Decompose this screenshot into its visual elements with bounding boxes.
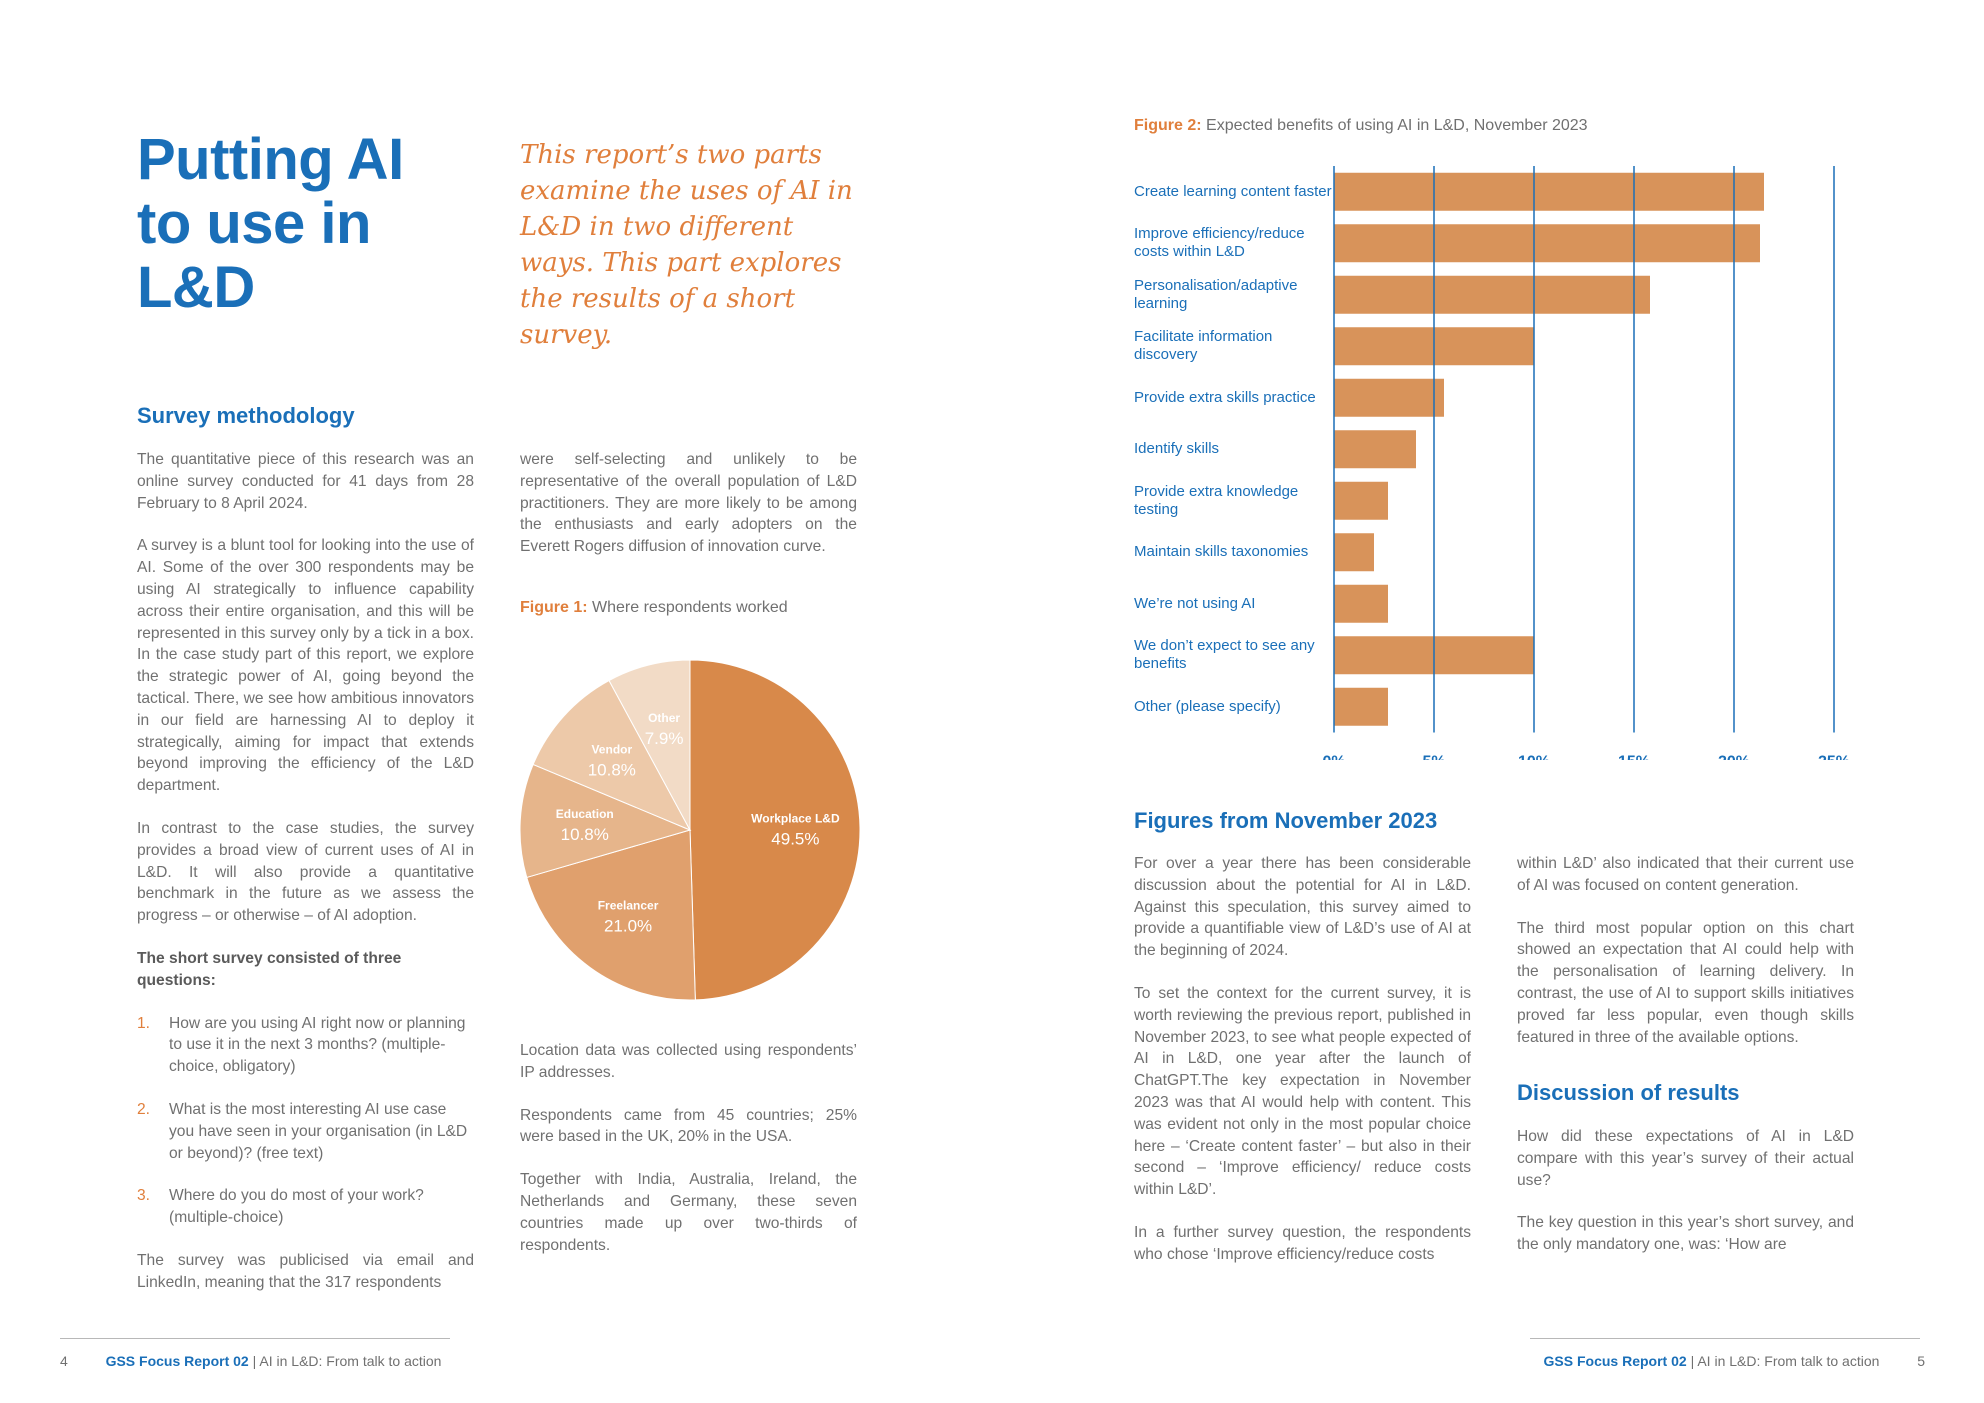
pie-slice: [689, 659, 861, 1001]
list-text: How are you using AI right now or planni…: [169, 1014, 466, 1076]
figure-label: Figure 1:: [520, 599, 588, 616]
bar-chart: 0% 5% 10% 15% 20% 25%: [1322, 166, 1850, 761]
bar-category-label: Maintain skills taxonomies: [1134, 543, 1309, 561]
pie-slice-label: Vendor: [591, 742, 632, 756]
pie-slice: [608, 659, 691, 831]
footer-title: AI in L&D: From talk to action: [1697, 1353, 1880, 1369]
list-text: Where do you do most of your work? (mult…: [169, 1187, 424, 1227]
bar-category-label: Identify skills: [1134, 440, 1220, 458]
section-heading-discussion: Discussion of results: [1517, 1080, 1740, 1105]
section-heading-methodology: Survey methodology: [137, 403, 355, 428]
paragraph: For over a year there has been considera…: [1134, 855, 1471, 960]
x-tick-label: 20%: [1718, 754, 1750, 761]
bar-category-label: Other (please specify): [1134, 697, 1281, 715]
bar-category-label: Improve efficiency/reduce costs within L…: [1134, 225, 1305, 261]
paragraph: The third most popular option on this ch…: [1517, 919, 1854, 1046]
paragraph: within L&D’ also indicated that their cu…: [1517, 855, 1854, 894]
questions-intro: The short survey consisted of three ques…: [137, 949, 402, 989]
paragraph: How did these expectations of AI in L&D …: [1517, 1128, 1854, 1189]
paragraph: The key question in this year’s short su…: [1517, 1214, 1854, 1254]
footer-divider: [1530, 1338, 1920, 1339]
pie-slice-value: 10.8%: [588, 760, 636, 779]
pie-slice-label: Freelancer: [598, 898, 659, 912]
paragraph: Respondents came from 45 countries; 25% …: [520, 1106, 857, 1146]
pie-slice: [526, 829, 696, 1001]
pie-slice-label: Workplace L&D: [751, 811, 840, 825]
column-3: For over a year there has been considera…: [1134, 853, 1471, 1287]
x-tick-label: 0%: [1322, 754, 1345, 761]
bar-category-label: Create learning content faster: [1134, 182, 1332, 200]
bar: [1334, 481, 1388, 520]
column-2-top: were self-selecting and unlikely to be r…: [520, 449, 857, 579]
bar-category-label: Provide extra skills practice: [1134, 388, 1316, 406]
list-item: 2. What is the most interesting AI use ca…: [137, 1099, 474, 1164]
page-number: 4: [60, 1353, 68, 1369]
list-item: 3. Where do you do most of your work? (mu…: [137, 1185, 474, 1229]
bar: [1334, 430, 1416, 469]
footer-separator: |: [248, 1353, 260, 1369]
column-4-bottom: How did these expectations of AI in L&D …: [1517, 1126, 1854, 1277]
figure-label: Figure 2:: [1134, 117, 1202, 134]
paragraph: Location data was collected using respon…: [520, 1042, 857, 1081]
bar-category-label: We’re not using AI: [1134, 594, 1256, 612]
bar: [1334, 584, 1388, 623]
list-number: 2.: [137, 1100, 151, 1118]
bar-category-label: Personalisation/adaptive learning: [1134, 276, 1298, 312]
pie-slice-value: 10.8%: [561, 825, 609, 844]
paragraph: Together with India, Australia, Ireland,…: [520, 1171, 857, 1254]
paragraph: The survey was publicised via email and …: [137, 1251, 474, 1291]
paragraph: A survey is a blunt tool for looking int…: [137, 537, 474, 795]
footer-title: AI in L&D: From talk to action: [259, 1353, 442, 1369]
figure-1-caption: Figure 1: Where respondents worked: [520, 599, 788, 617]
pie-slice: [532, 679, 692, 832]
x-tick-label: 10%: [1518, 754, 1550, 761]
bar-category-label: Facilitate information discovery: [1134, 328, 1273, 364]
bar: [1334, 378, 1444, 417]
footer-brand: GSS Focus Report 02: [105, 1353, 249, 1369]
footer-brand: GSS Focus Report 02: [1543, 1353, 1687, 1369]
page-number: 5: [1917, 1353, 1925, 1369]
figure-caption-text: Expected benefits of using AI in L&D, No…: [1206, 117, 1588, 134]
page-title: Putting AI to use in L&D: [137, 127, 404, 320]
pie-chart: Workplace L&D 49.5% Freelancer 21.0% Educati…: [519, 659, 861, 1001]
x-tick-label: 5%: [1422, 754, 1445, 761]
bar: [1334, 224, 1760, 263]
paragraph: The quantitative piece of this research …: [137, 451, 474, 512]
pie-slice-value: 49.5%: [771, 829, 819, 848]
questions-list: 1. How are you using AI right now or plan…: [137, 1013, 474, 1229]
pie-slice-value: 7.9%: [645, 729, 684, 748]
bar: [1334, 172, 1764, 211]
bar-category-label: We don’t expect to see any benefits: [1134, 637, 1315, 673]
column-4: within L&D’ also indicated that their cu…: [1517, 853, 1854, 1069]
bar: [1334, 687, 1388, 726]
pie-slice-value: 21.0%: [604, 916, 652, 935]
figure-2-caption: Figure 2: Expected benefits of using AI …: [1134, 117, 1588, 135]
list-number: 1.: [137, 1014, 151, 1032]
list-item: 1. How are you using AI right now or plan…: [137, 1013, 474, 1078]
list-number: 3.: [137, 1187, 151, 1205]
paragraph: were self-selecting and unlikely to be r…: [520, 451, 857, 556]
paragraph: In contrast to the case studies, the sur…: [137, 819, 474, 925]
list-text: What is the most interesting AI use case…: [169, 1100, 468, 1162]
paragraph: In a further survey question, the respon…: [1134, 1223, 1471, 1263]
column-1: The quantitative piece of this research …: [137, 449, 474, 1315]
footer-separator: |: [1686, 1353, 1698, 1369]
bar-category-label: Provide extra knowledge testing: [1134, 482, 1299, 518]
footer-divider: [60, 1338, 450, 1339]
x-tick-label: 25%: [1818, 754, 1850, 761]
bar: [1334, 533, 1374, 572]
figure-caption-text: Where respondents worked: [592, 599, 788, 616]
pie-slice: [519, 763, 692, 879]
x-tick-label: 15%: [1618, 754, 1650, 761]
pie-slice-label: Other: [648, 711, 680, 725]
footer-left: 4 GSS Focus Report 02 | AI in L&D: From …: [60, 1353, 441, 1369]
intro-quote: This report’s two parts examine the uses…: [520, 140, 853, 350]
paragraph: To set the context for the current surve…: [1134, 984, 1471, 1199]
bar: [1334, 275, 1650, 314]
pie-slice-label: Education: [556, 807, 614, 821]
section-heading-figures: Figures from November 2023: [1134, 808, 1438, 833]
column-2-bottom: Location data was collected using respon…: [520, 1040, 857, 1277]
footer-right: GSS Focus Report 02 | AI in L&D: From ta…: [1530, 1353, 1925, 1369]
